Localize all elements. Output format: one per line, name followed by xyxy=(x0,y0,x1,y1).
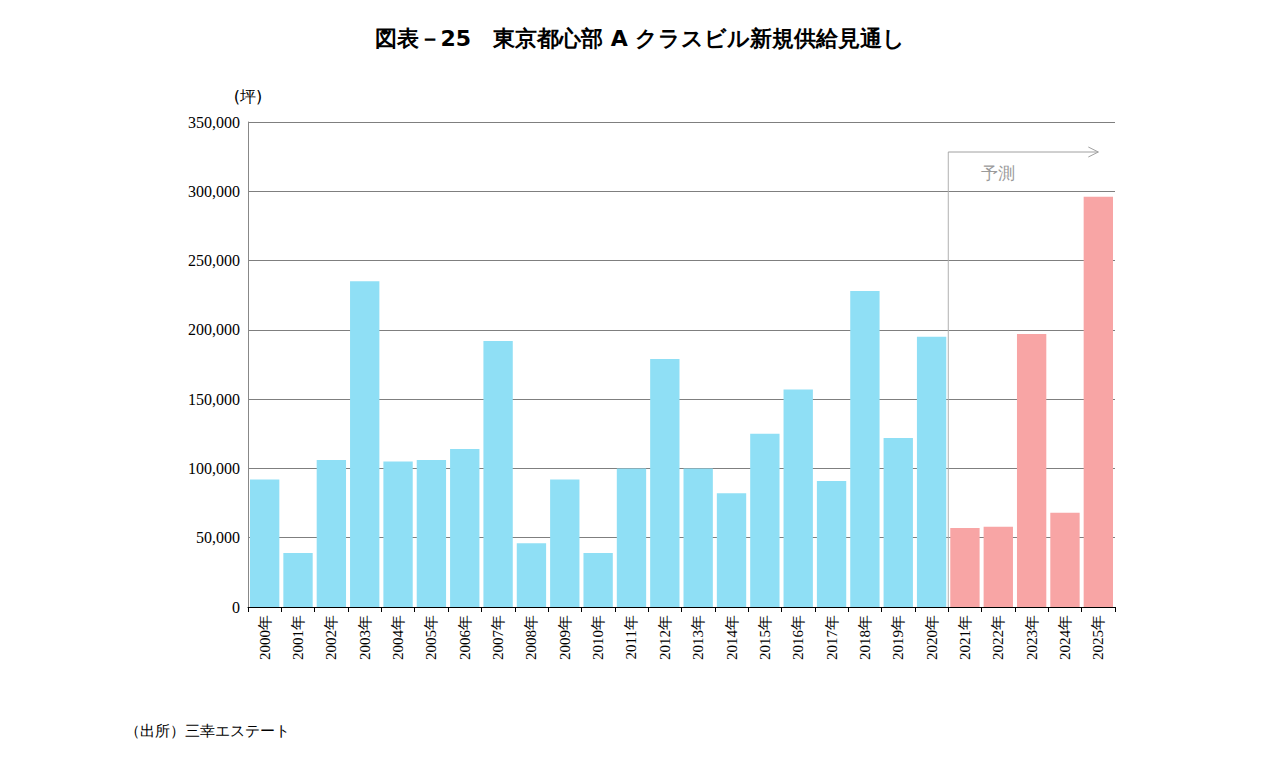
svg-text:2019年: 2019年 xyxy=(890,615,906,660)
svg-text:100,000: 100,000 xyxy=(188,460,240,477)
svg-text:200,000: 200,000 xyxy=(188,321,240,338)
svg-text:2014年: 2014年 xyxy=(724,615,740,660)
svg-text:2001年: 2001年 xyxy=(290,615,306,660)
svg-text:2011年: 2011年 xyxy=(623,615,639,659)
svg-text:2004年: 2004年 xyxy=(390,615,406,660)
svg-text:2021年: 2021年 xyxy=(957,615,973,660)
svg-text:350,000: 350,000 xyxy=(188,114,240,131)
svg-text:2020年: 2020年 xyxy=(924,615,940,660)
svg-text:（出所）三幸エステート: （出所）三幸エステート xyxy=(125,722,290,740)
svg-text:2016年: 2016年 xyxy=(790,615,806,660)
svg-text:2006年: 2006年 xyxy=(457,615,473,660)
svg-text:2003年: 2003年 xyxy=(357,615,373,660)
svg-text:2009年: 2009年 xyxy=(557,615,573,660)
svg-text:2024年: 2024年 xyxy=(1057,615,1073,660)
svg-text:2007年: 2007年 xyxy=(490,615,506,660)
svg-text:2015年: 2015年 xyxy=(757,615,773,660)
svg-text:2005年: 2005年 xyxy=(423,615,439,660)
svg-text:50,000: 50,000 xyxy=(196,529,240,546)
svg-text:2025年: 2025年 xyxy=(1090,615,1106,660)
svg-text:(坪): (坪) xyxy=(234,87,262,106)
svg-text:250,000: 250,000 xyxy=(188,252,240,269)
svg-text:図表－25 東京都心部 A クラスビル新規供給見通し: 図表－25 東京都心部 A クラスビル新規供給見通し xyxy=(375,26,906,51)
svg-text:2010年: 2010年 xyxy=(590,615,606,660)
svg-text:2002年: 2002年 xyxy=(323,615,339,660)
svg-text:300,000: 300,000 xyxy=(188,183,240,200)
svg-text:2008年: 2008年 xyxy=(523,615,539,660)
svg-text:2017年: 2017年 xyxy=(824,615,840,660)
svg-text:2022年: 2022年 xyxy=(990,615,1006,660)
svg-text:2013年: 2013年 xyxy=(690,615,706,660)
svg-text:予測: 予測 xyxy=(981,163,1015,183)
svg-text:150,000: 150,000 xyxy=(188,391,240,408)
svg-text:2000年: 2000年 xyxy=(257,615,273,660)
svg-text:2023年: 2023年 xyxy=(1024,615,1040,660)
svg-text:2012年: 2012年 xyxy=(657,615,673,660)
svg-text:0: 0 xyxy=(232,599,240,616)
svg-text:2018年: 2018年 xyxy=(857,615,873,660)
